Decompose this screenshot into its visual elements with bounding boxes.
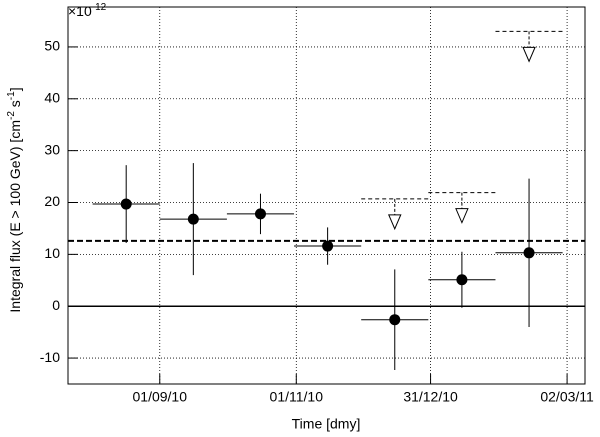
upper-limit-head (522, 46, 536, 63)
y-tick-label: 30 (44, 141, 60, 157)
x-tick-label: 01/09/10 (133, 389, 188, 405)
y-tick-label: 20 (44, 193, 60, 209)
plot-frame (67, 6, 586, 385)
y-tick-label: -10 (40, 349, 60, 365)
upper-limit-head (388, 214, 402, 231)
exponent: ×10-12 (68, 2, 107, 19)
x-tick-label: 31/12/10 (403, 389, 458, 405)
data-point (120, 198, 132, 210)
y-tick-label: 50 (44, 38, 60, 54)
y-tick-label: 0 (52, 297, 60, 313)
data-point (322, 240, 334, 252)
x-tick-label: 02/03/11 (540, 389, 594, 405)
data-point (523, 247, 535, 259)
y-tick-label: 10 (44, 245, 60, 261)
y-tick-label: 40 (44, 89, 60, 105)
data-point (389, 314, 401, 326)
upper-limit-head (455, 208, 469, 224)
data-point (456, 274, 468, 286)
data-point (254, 208, 266, 220)
x-axis-label: Time [dmy] (292, 416, 361, 432)
data-point (187, 213, 199, 225)
x-tick-label: 01/11/10 (270, 389, 324, 405)
y-axis-label: Integral flux (E > 100 GeV) [cm-2 s-1] (6, 87, 23, 312)
